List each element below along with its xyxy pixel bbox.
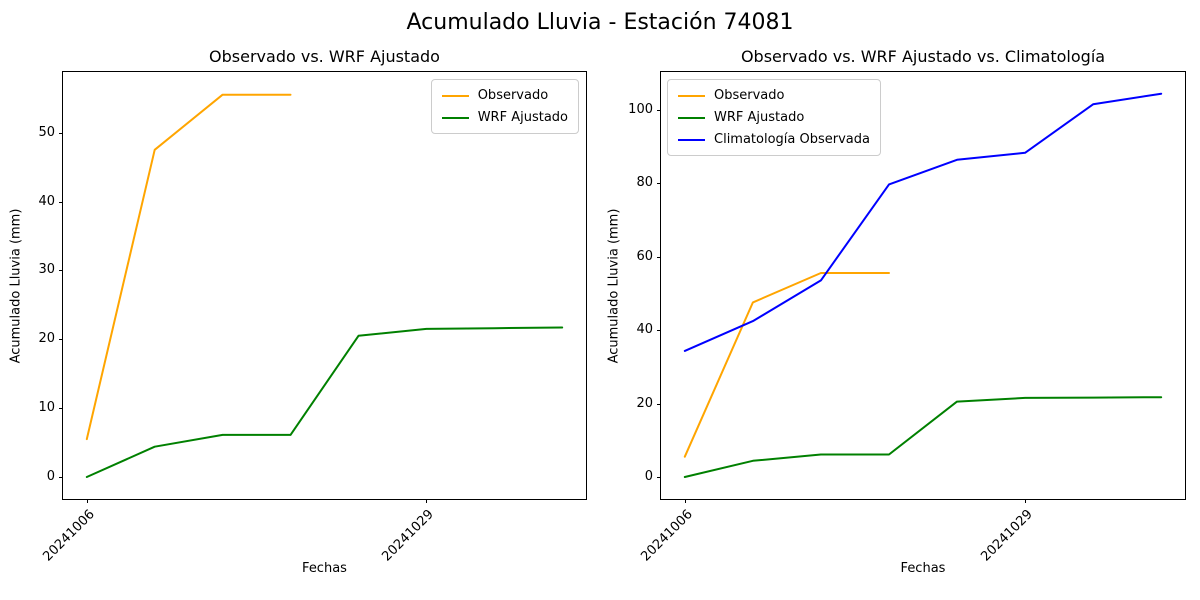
- series-line-wrf-ajustado: [683, 396, 1163, 478]
- y-tick-mark: [657, 477, 661, 478]
- legend-line-sample: [441, 116, 469, 119]
- subplot-title: Observado vs. WRF Ajustado: [209, 47, 440, 66]
- legend: Observado WRF Ajustado Climatología Observ…: [667, 79, 881, 156]
- y-tick-mark: [657, 183, 661, 184]
- y-tick-label: 20: [38, 331, 55, 347]
- legend-line-sample: [678, 116, 705, 119]
- legend-label: WRF Ajustado: [714, 110, 805, 125]
- legend-label: Climatología Observada: [714, 132, 870, 147]
- series-line-wrf-ajustado: [85, 326, 564, 478]
- subplot-observado-wrf: Observado vs. WRF Ajustado Acumulado Llu…: [9, 47, 587, 576]
- y-tick-mark: [59, 132, 63, 134]
- legend-label: Observado: [477, 88, 549, 103]
- y-tick-label: 40: [636, 322, 653, 337]
- x-tick-mark: [1025, 499, 1027, 503]
- legend-entry: WRF Ajustado: [441, 110, 568, 125]
- x-tick-mark: [86, 499, 88, 503]
- x-tick-label: 20241029: [978, 507, 1036, 565]
- y-tick-label: 0: [644, 469, 653, 484]
- y-tick-label: 100: [628, 101, 653, 117]
- y-tick-label: 50: [38, 124, 55, 140]
- legend-line-sample: [678, 138, 705, 141]
- y-tick-mark: [657, 403, 661, 405]
- y-tick-label: 40: [38, 193, 55, 209]
- y-tick-mark: [657, 256, 661, 258]
- x-axis-label: Fechas: [900, 561, 946, 576]
- y-tick-label: 60: [636, 248, 653, 264]
- subplot-observado-wrf-climatologia: Observado vs. WRF Ajustado vs. Climatolo…: [607, 47, 1186, 576]
- y-tick-label: 10: [38, 400, 55, 416]
- y-tick-mark: [59, 339, 63, 341]
- y-tick-mark: [657, 330, 661, 331]
- y-tick-mark: [59, 270, 63, 272]
- legend: Observado WRF Ajustado: [430, 79, 579, 134]
- y-axis-label: Acumulado Lluvia (mm): [606, 208, 622, 363]
- legend-entry: Observado: [678, 88, 870, 103]
- legend-line-sample: [678, 94, 705, 97]
- x-tick-label: 20241006: [638, 507, 696, 565]
- x-tick-mark: [684, 499, 686, 503]
- plot-area: [683, 92, 1163, 478]
- y-tick-mark: [657, 109, 661, 111]
- y-tick-label: 30: [38, 262, 55, 278]
- series-line-climatolog-a-observada: [683, 92, 1163, 352]
- x-tick-label: 20241006: [40, 507, 98, 565]
- legend-entry: Climatología Observada: [678, 132, 870, 147]
- figure-title: Acumulado Lluvia - Estación 74081: [406, 10, 794, 35]
- legend-label: WRF Ajustado: [477, 110, 568, 125]
- y-tick-label: 20: [636, 395, 653, 411]
- x-tick-mark: [426, 499, 428, 503]
- x-tick-label: 20241029: [379, 507, 438, 565]
- y-tick-mark: [59, 477, 63, 478]
- series-line-observado: [683, 272, 890, 458]
- subplot-title: Observado vs. WRF Ajustado vs. Climatolo…: [740, 47, 1106, 66]
- plot-area: [85, 93, 564, 478]
- y-tick-label: 0: [46, 469, 55, 484]
- legend-label: Observado: [714, 88, 785, 103]
- y-tick-label: 80: [636, 175, 653, 190]
- series-line-observado: [85, 93, 292, 441]
- y-tick-mark: [59, 201, 63, 203]
- x-axis-label: Fechas: [302, 561, 347, 576]
- legend-line-sample: [441, 94, 469, 97]
- legend-entry: WRF Ajustado: [678, 110, 870, 125]
- legend-entry: Observado: [441, 88, 568, 103]
- y-tick-mark: [59, 408, 63, 410]
